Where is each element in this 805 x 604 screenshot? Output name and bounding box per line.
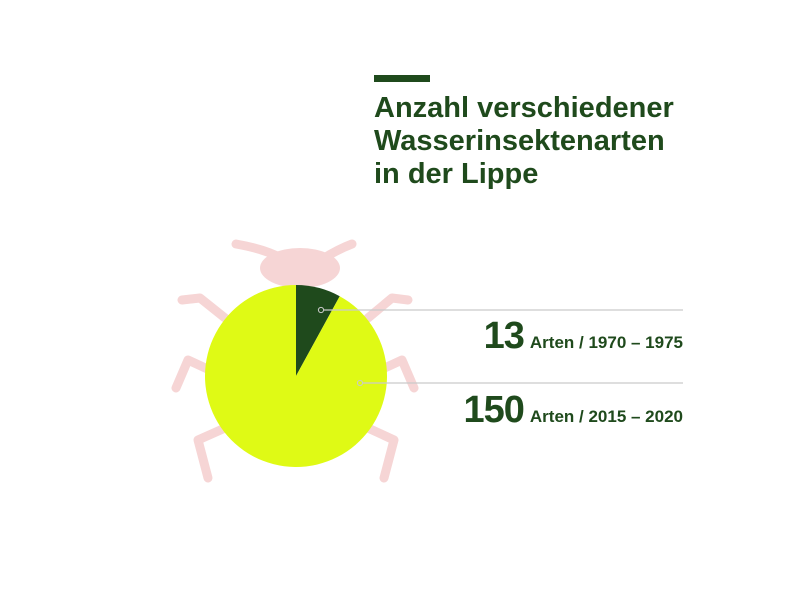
pie-slice-1970-1975: [296, 285, 340, 376]
chart-title-line-1: Anzahl verschiedener: [374, 92, 674, 124]
slice-desc-2015-2020: Arten / 2015 – 2020: [529, 407, 683, 426]
slice-label-2015-2020: 150 Arten / 2015 – 2020: [463, 390, 683, 430]
beetle-icon: [171, 239, 419, 483]
slice-desc-1970-1975: Arten / 1970 – 1975: [529, 333, 683, 352]
chart-title-line-3: in der Lippe: [374, 158, 539, 190]
leader-dot: [356, 379, 364, 387]
leader-lines: [317, 306, 683, 387]
pie-slices: [204, 285, 387, 467]
chart-title-line-2: Wasserinsektenarten: [374, 125, 665, 157]
slice-value-1970-1975: 13: [483, 315, 525, 357]
title-accent-bar: [374, 75, 430, 82]
pie-slice-2015-2020: [204, 285, 387, 467]
leader-dot: [317, 306, 325, 314]
slice-label-1970-1975: 13 Arten / 1970 – 1975: [484, 316, 683, 356]
chart-title: Anzahl verschiedener Wasserinsektenarten…: [374, 92, 774, 191]
slice-value-2015-2020: 150: [463, 389, 524, 431]
